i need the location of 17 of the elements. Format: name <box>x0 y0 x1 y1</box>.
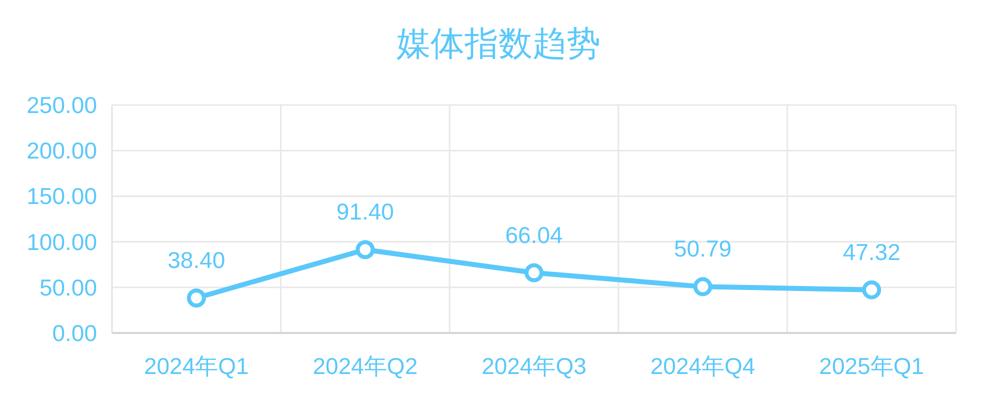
data-label: 91.40 <box>336 198 394 225</box>
y-tick: 50.00 <box>39 274 97 300</box>
data-label: 47.32 <box>842 238 900 265</box>
x-tick: 2024年Q4 <box>650 353 756 379</box>
x-tick: 2024年Q2 <box>312 353 418 379</box>
y-tick: 200.00 <box>26 138 97 164</box>
data-label: 66.04 <box>505 222 563 248</box>
y-tick: 250.00 <box>26 92 97 118</box>
y-tick: 100.00 <box>26 228 97 255</box>
x-tick: 2024年Q1 <box>144 353 249 379</box>
x-tick: 2025年Q1 <box>819 353 924 379</box>
data-label: 38.40 <box>168 246 226 273</box>
title: 媒体指数趋势 <box>396 25 600 63</box>
x-tick: 2024年Q3 <box>482 353 586 379</box>
data-label: 50.79 <box>674 236 732 262</box>
y-tick: 0.00 <box>52 320 97 346</box>
y-tick: 150.00 <box>26 183 97 210</box>
